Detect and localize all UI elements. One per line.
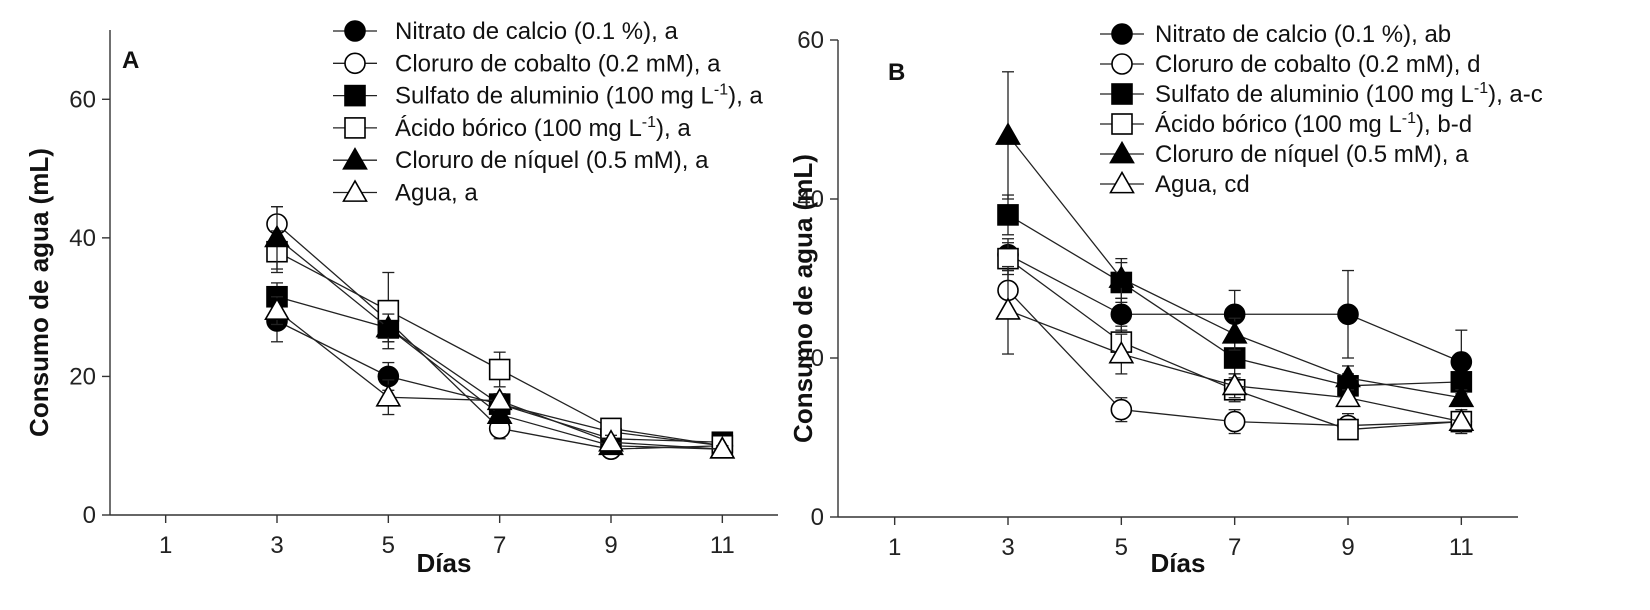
legend-marker bbox=[1109, 140, 1135, 164]
panel-letter: B bbox=[888, 59, 905, 86]
x-tick-label: 7 bbox=[493, 532, 506, 559]
legend-label: Ácido bórico (100 mg L-1), a bbox=[395, 114, 691, 142]
data-point bbox=[1337, 418, 1359, 441]
data-point bbox=[997, 204, 1019, 226]
data-point bbox=[1448, 384, 1475, 408]
x-axis-label: Días bbox=[417, 548, 472, 578]
series-5 bbox=[995, 71, 1475, 408]
y-tick-label: 0 bbox=[83, 502, 96, 529]
legend: Nitrato de calcio (0.1 %), ab Cloruro de … bbox=[1100, 21, 1543, 198]
panel-letter: A bbox=[122, 47, 139, 74]
legend-marker bbox=[342, 179, 368, 202]
legend-label-text: Sulfato de aluminio (100 mg L bbox=[395, 83, 714, 110]
legend-label: Agua, a bbox=[395, 180, 478, 207]
legend-label-superscript: -1 bbox=[714, 82, 728, 99]
data-point bbox=[375, 314, 402, 338]
data-point bbox=[1223, 410, 1246, 433]
x-tick-label: 1 bbox=[888, 534, 901, 561]
y-tick-label: 20 bbox=[69, 363, 96, 390]
legend-marker bbox=[344, 84, 366, 107]
data-point bbox=[1448, 408, 1475, 432]
y-tick-label: 0 bbox=[811, 504, 824, 531]
x-axis-label: Días bbox=[1151, 548, 1206, 578]
y-tick-label: 40 bbox=[797, 186, 824, 213]
legend-label: Ácido bórico (100 mg L-1), b-d bbox=[1155, 110, 1472, 138]
legend-label-suffix: ), a bbox=[656, 115, 691, 142]
legend: Nitrato de calcio (0.1 %), a Cloruro de c… bbox=[333, 18, 763, 207]
legend-label: Nitrato de calcio (0.1 %), a bbox=[395, 18, 678, 45]
data-point bbox=[488, 358, 511, 381]
legend-label: Cloruro de cobalto (0.2 mM), d bbox=[1155, 51, 1480, 78]
data-point bbox=[1337, 303, 1359, 326]
legend-label-suffix: ), a bbox=[728, 83, 763, 110]
data-point bbox=[1108, 340, 1135, 364]
legend-label: Agua, cd bbox=[1155, 171, 1250, 198]
legend-label-text: Ácido bórico (100 mg L bbox=[1155, 111, 1402, 138]
series-6 bbox=[264, 296, 736, 459]
data-point bbox=[264, 297, 290, 321]
y-tick-label: 20 bbox=[797, 345, 824, 372]
data-point bbox=[1108, 265, 1135, 288]
data-point bbox=[1110, 303, 1133, 326]
y-tick-label: 40 bbox=[69, 225, 96, 252]
y-tick-label: 60 bbox=[797, 27, 824, 54]
x-tick-label: 5 bbox=[382, 532, 395, 559]
legend-label: Cloruro de níquel (0.5 mM), a bbox=[395, 147, 709, 174]
legend-label: Nitrato de calcio (0.1 %), ab bbox=[1155, 21, 1451, 48]
legend-label: Sulfato de aluminio (100 mg L-1), a-c bbox=[1155, 80, 1543, 108]
chart-panel-b: 0 20 40 60 1 3 5 7 9 11 Días Consumo de agua (mL) B N… bbox=[788, 21, 1543, 578]
legend-marker bbox=[1109, 170, 1135, 194]
y-axis-label: Consumo de agua (mL) bbox=[24, 148, 54, 437]
y-tick-label: 60 bbox=[69, 86, 96, 113]
x-tick-label: 9 bbox=[1341, 534, 1354, 561]
legend-marker bbox=[342, 147, 368, 170]
x-tick-label: 11 bbox=[1449, 534, 1474, 561]
data-point bbox=[486, 401, 513, 424]
legend-label-suffix: ), a-c bbox=[1488, 81, 1543, 108]
legend-label-superscript: -1 bbox=[1474, 80, 1488, 97]
x-tick-label: 7 bbox=[1228, 534, 1241, 561]
data-point bbox=[375, 384, 402, 407]
data-point bbox=[598, 429, 624, 452]
data-point bbox=[997, 247, 1019, 270]
x-tick-label: 5 bbox=[1115, 534, 1128, 561]
legend-marker bbox=[344, 52, 366, 75]
data-point bbox=[709, 436, 736, 459]
data-point bbox=[1223, 347, 1246, 369]
y-axis-label: Consumo de agua (mL) bbox=[788, 154, 818, 443]
legend-label-text: Ácido bórico (100 mg L bbox=[395, 115, 642, 142]
data-point bbox=[995, 297, 1021, 320]
legend-marker bbox=[1111, 113, 1133, 135]
legend-label: Cloruro de cobalto (0.2 mM), a bbox=[395, 50, 721, 77]
series-6 bbox=[995, 265, 1475, 435]
legend-label-superscript: -1 bbox=[1402, 110, 1416, 127]
data-point bbox=[1221, 372, 1248, 396]
legend-label-suffix: ), b-d bbox=[1416, 111, 1472, 138]
legend-marker bbox=[344, 117, 366, 139]
legend-marker bbox=[344, 20, 366, 42]
data-point bbox=[1110, 398, 1133, 421]
legend-label: Cloruro de níquel (0.5 mM), a bbox=[1155, 141, 1469, 168]
data-point bbox=[1450, 351, 1473, 373]
data-point bbox=[486, 387, 513, 411]
legend-label: Sulfato de aluminio (100 mg L-1), a bbox=[395, 82, 763, 110]
legend-marker bbox=[1111, 83, 1133, 105]
x-tick-label: 1 bbox=[159, 532, 172, 559]
data-point bbox=[1221, 321, 1248, 344]
x-tick-label: 11 bbox=[710, 532, 735, 559]
x-tick-label: 3 bbox=[270, 532, 283, 559]
data-point bbox=[1335, 384, 1361, 408]
x-tick-label: 3 bbox=[1001, 534, 1014, 561]
data-point bbox=[264, 224, 290, 248]
data-point bbox=[995, 122, 1021, 145]
legend-marker bbox=[1111, 53, 1133, 75]
x-tick-label: 9 bbox=[604, 532, 617, 559]
legend-label-superscript: -1 bbox=[642, 114, 656, 131]
legend-label-text: Sulfato de aluminio (100 mg L bbox=[1155, 81, 1474, 108]
legend-marker bbox=[1111, 23, 1133, 45]
chart-panel-a: 0 20 40 60 1 3 5 7 9 11 Días Consumo de agua (mL) A N… bbox=[24, 18, 778, 578]
